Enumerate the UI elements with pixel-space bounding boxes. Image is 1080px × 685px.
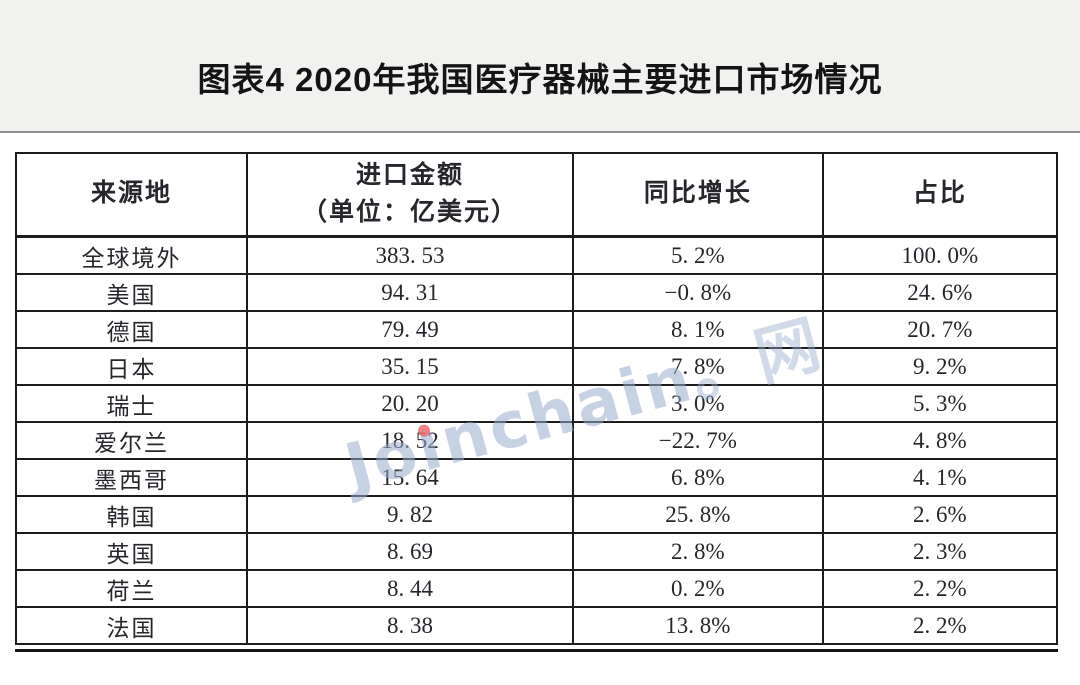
table-body: 全球境外 383. 53 5. 2% 100. 0% 美国 94. 31 −0.… xyxy=(14,235,1059,645)
cell-share: 2. 2% xyxy=(821,606,1059,645)
import-market-table: 来源地 进口金额 （单位：亿美元） 同比增长 占比 全球境外 383. 53 5… xyxy=(14,152,1059,645)
cell-share: 2. 3% xyxy=(821,532,1059,571)
cell-source: 全球境外 xyxy=(14,235,249,275)
cell-amount: 18. 52 xyxy=(246,421,574,460)
table-row: 爱尔兰 18. 52 −22. 7% 4. 8% xyxy=(14,421,1059,460)
column-header-amount: 进口金额 （单位：亿美元） xyxy=(246,152,574,238)
import-market-table-area: 来源地 进口金额 （单位：亿美元） 同比增长 占比 全球境外 383. 53 5… xyxy=(14,152,1059,652)
cell-source: 英国 xyxy=(14,532,249,571)
cell-yoy: 0. 2% xyxy=(571,569,824,608)
page-title: 图表4 2020年我国医疗器械主要进口市场情况 xyxy=(197,60,883,98)
cell-source: 荷兰 xyxy=(14,569,249,608)
cell-yoy: 5. 2% xyxy=(571,235,824,275)
column-header-share: 占比 xyxy=(821,152,1059,238)
table-row: 墨西哥 15. 64 6. 8% 4. 1% xyxy=(14,458,1059,497)
cell-yoy: 8. 1% xyxy=(571,310,824,349)
table-row: 美国 94. 31 −0. 8% 24. 6% xyxy=(14,273,1059,312)
cell-source: 墨西哥 xyxy=(14,458,249,497)
cell-share: 4. 1% xyxy=(821,458,1059,497)
cell-amount: 15. 64 xyxy=(246,458,574,497)
table-row: 英国 8. 69 2. 8% 2. 3% xyxy=(14,532,1059,571)
cell-amount: 8. 44 xyxy=(246,569,574,608)
cell-share: 5. 3% xyxy=(821,384,1059,423)
cell-share: 2. 6% xyxy=(821,495,1059,534)
cell-amount: 94. 31 xyxy=(246,273,574,312)
cell-amount: 8. 38 xyxy=(246,606,574,645)
cell-yoy: 25. 8% xyxy=(571,495,824,534)
cell-source: 法国 xyxy=(14,606,249,645)
cell-share: 2. 2% xyxy=(821,569,1059,608)
cell-source: 美国 xyxy=(14,273,249,312)
table-row: 瑞士 20. 20 3. 0% 5. 3% xyxy=(14,384,1059,423)
table-bottom-rule xyxy=(15,649,1058,652)
cell-yoy: 6. 8% xyxy=(571,458,824,497)
table-row: 全球境外 383. 53 5. 2% 100. 0% xyxy=(14,235,1059,275)
table-row: 法国 8. 38 13. 8% 2. 2% xyxy=(14,606,1059,645)
title-band: 图表4 2020年我国医疗器械主要进口市场情况 xyxy=(0,0,1080,133)
header-row: 来源地 进口金额 （单位：亿美元） 同比增长 占比 xyxy=(14,152,1059,238)
column-header-source-label: 来源地 xyxy=(91,180,173,208)
cell-yoy: 7. 8% xyxy=(571,347,824,386)
cell-amount: 20. 20 xyxy=(246,384,574,423)
table-row: 荷兰 8. 44 0. 2% 2. 2% xyxy=(14,569,1059,608)
cell-source: 德国 xyxy=(14,310,249,349)
table-row: 日本 35. 15 7. 8% 9. 2% xyxy=(14,347,1059,386)
column-header-amount-label: 进口金额 xyxy=(356,162,465,190)
cell-yoy: 2. 8% xyxy=(571,532,824,571)
column-header-share-label: 占比 xyxy=(912,180,967,208)
cell-share: 100. 0% xyxy=(821,235,1059,275)
cell-share: 9. 2% xyxy=(821,347,1059,386)
cell-amount: 8. 69 xyxy=(246,532,574,571)
cell-source: 日本 xyxy=(14,347,249,386)
cell-yoy: 3. 0% xyxy=(571,384,824,423)
cell-amount: 9. 82 xyxy=(246,495,574,534)
cell-source: 韩国 xyxy=(14,495,249,534)
table-row: 德国 79. 49 8. 1% 20. 7% xyxy=(14,310,1059,349)
cell-share: 4. 8% xyxy=(821,421,1059,460)
cell-source: 瑞士 xyxy=(14,384,249,423)
cell-amount: 383. 53 xyxy=(246,235,574,275)
column-header-source: 来源地 xyxy=(14,152,249,238)
cell-share: 24. 6% xyxy=(821,273,1059,312)
cell-yoy: 13. 8% xyxy=(571,606,824,645)
cell-amount: 35. 15 xyxy=(246,347,574,386)
column-header-yoy-label: 同比增长 xyxy=(643,180,752,208)
cell-share: 20. 7% xyxy=(821,310,1059,349)
column-header-yoy: 同比增长 xyxy=(571,152,824,238)
cell-source: 爱尔兰 xyxy=(14,421,249,460)
cell-yoy: −0. 8% xyxy=(571,273,824,312)
cell-yoy: −22. 7% xyxy=(571,421,824,460)
table-row: 韩国 9. 82 25. 8% 2. 6% xyxy=(14,495,1059,534)
column-header-amount-unit: （单位：亿美元） xyxy=(302,198,519,226)
cell-amount: 79. 49 xyxy=(246,310,574,349)
